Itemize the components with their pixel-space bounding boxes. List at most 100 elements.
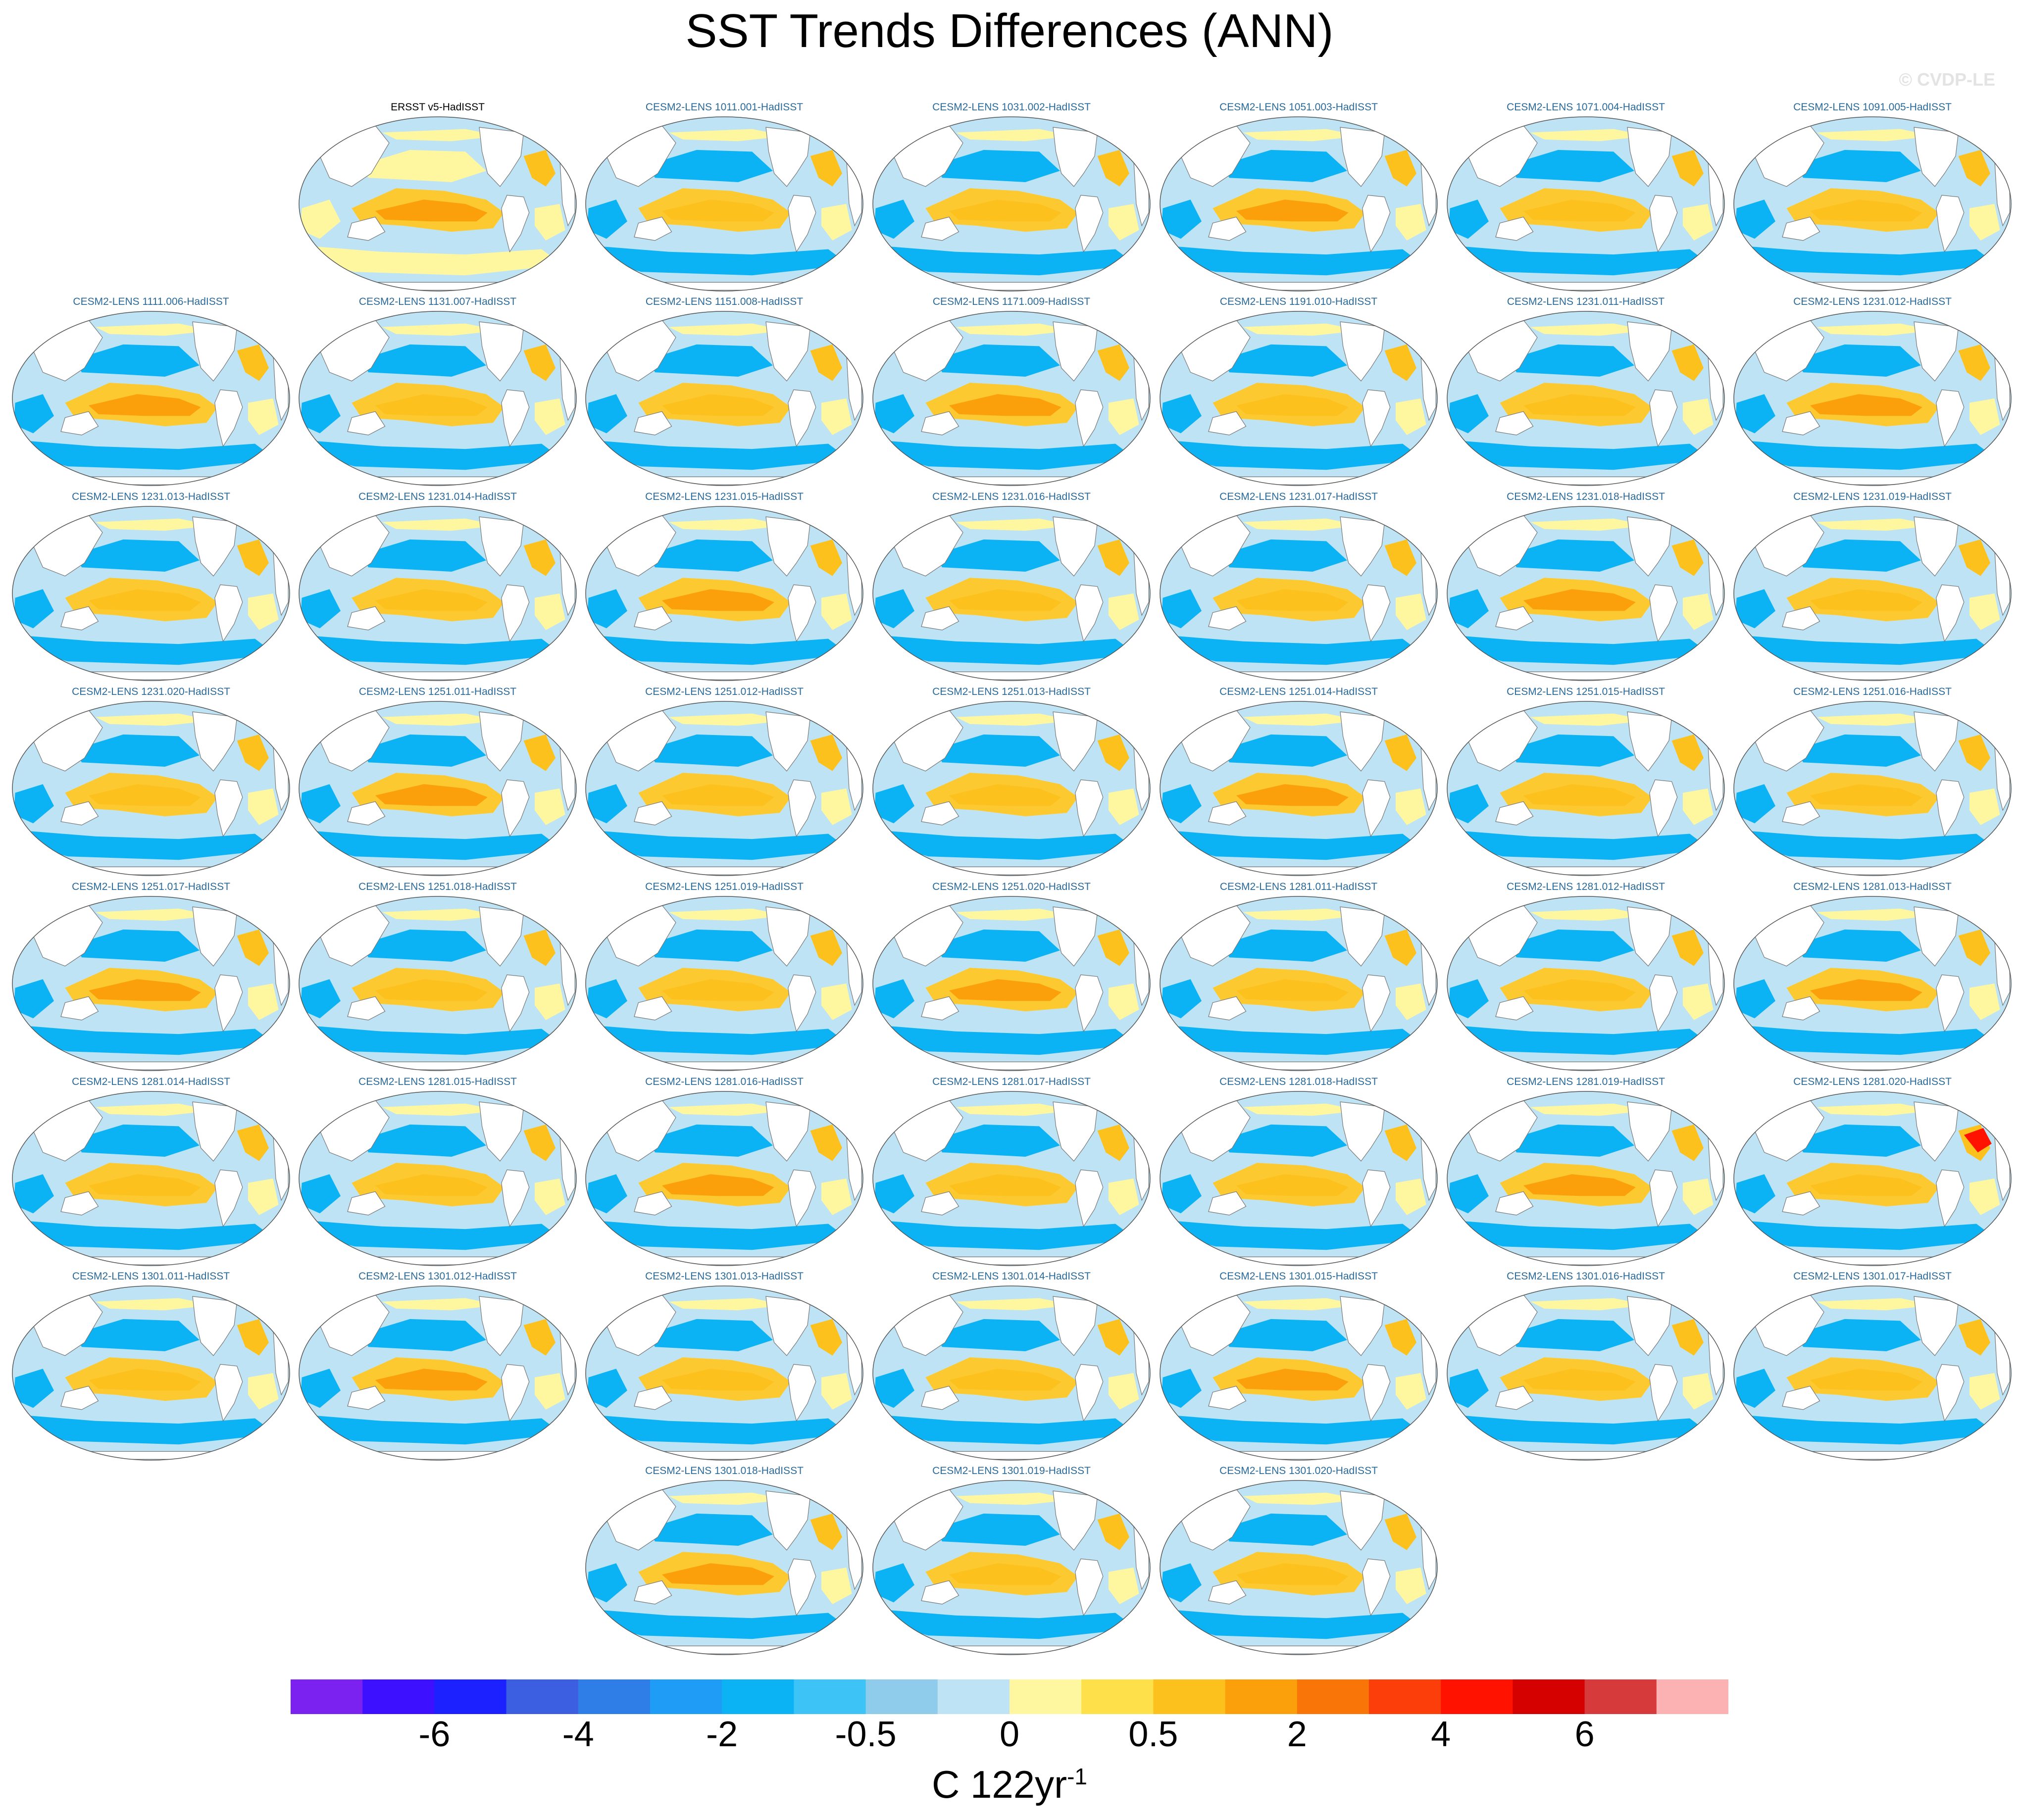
land-southAm: [214, 584, 243, 642]
panel-title: CESM2-LENS 1301.014-HadISST: [932, 1271, 1091, 1282]
land-australia: [921, 996, 959, 1021]
land-antarctica: [1215, 1256, 1382, 1265]
panel-title: CESM2-LENS 1251.016-HadISST: [1793, 686, 1952, 697]
sst-field: [1447, 1091, 1724, 1266]
land-northAm: [1053, 711, 1098, 772]
panel-title: CESM2-LENS 1231.015-HadISST: [645, 491, 804, 502]
map-border: [12, 1285, 290, 1461]
colorbar-swatch: [434, 1679, 507, 1714]
sst-field: [12, 506, 290, 681]
map-panel: CESM2-LENS 1071.004-HadISST: [1445, 101, 1727, 295]
land-antarctica: [354, 1061, 521, 1070]
panel-title: CESM2-LENS 1251.014-HadISST: [1219, 686, 1378, 697]
land-australia: [1495, 411, 1534, 436]
land-southAm: [1649, 195, 1678, 253]
land-australia: [347, 1385, 386, 1410]
robinson-map: [299, 116, 577, 292]
land-southAm: [1075, 584, 1104, 642]
panel-title: CESM2-LENS 1251.018-HadISST: [358, 881, 517, 892]
colorbar-tick-label: -4: [562, 1715, 594, 1754]
land-antarctica: [354, 1256, 521, 1265]
map-border: [1447, 506, 1725, 681]
land-southAm: [1362, 1558, 1391, 1617]
robinson-map: [12, 311, 290, 486]
land-australia: [1782, 216, 1820, 241]
map-panel: CESM2-LENS 1251.013-HadISST: [870, 686, 1153, 879]
panel-title: CESM2-LENS 1301.019-HadISST: [932, 1465, 1091, 1476]
map-panel: CESM2-LENS 1281.015-HadISST: [297, 1076, 579, 1269]
land-australia: [1208, 1385, 1247, 1410]
land-antarctica: [928, 1256, 1095, 1265]
map-panel: CESM2-LENS 1281.019-HadISST: [1445, 1076, 1727, 1269]
land-antarctica: [1215, 671, 1382, 680]
panel-title: CESM2-LENS 1281.016-HadISST: [645, 1076, 804, 1087]
sst-field: [1160, 896, 1437, 1071]
land-northAm: [1627, 906, 1672, 967]
land-antarctica: [641, 1645, 808, 1654]
robinson-map: [1160, 1480, 1438, 1655]
land-northAm: [1340, 321, 1385, 382]
panel-title: CESM2-LENS 1301.020-HadISST: [1219, 1465, 1378, 1476]
panel-title: CESM2-LENS 1231.013-HadISST: [72, 491, 230, 502]
land-northAm: [765, 516, 811, 577]
land-antarctica: [354, 1451, 521, 1460]
land-southAm: [1362, 195, 1391, 253]
colorbar-swatch: [1513, 1679, 1585, 1714]
panel-title: CESM2-LENS 1051.003-HadISST: [1219, 101, 1378, 113]
land-antarctica: [1215, 1061, 1382, 1070]
sst-field: [1447, 506, 1724, 681]
land-australia: [921, 411, 959, 436]
map-panel: CESM2-LENS 1231.018-HadISST: [1445, 491, 1727, 684]
colorbar-tick-label: -6: [418, 1715, 451, 1754]
sst-field: [1160, 117, 1437, 291]
panel-title: CESM2-LENS 1131.007-HadISST: [358, 296, 517, 307]
colorbar-tick-label: -2: [706, 1715, 738, 1754]
panel-title: CESM2-LENS 1281.020-HadISST: [1793, 1076, 1952, 1087]
sst-field: [1734, 1286, 2011, 1460]
land-southAm: [788, 584, 816, 642]
land-antarctica: [928, 866, 1095, 875]
colorbar-swatch: [937, 1679, 1010, 1714]
panel-title: CESM2-LENS 1281.011-HadISST: [1219, 881, 1378, 892]
robinson-map: [299, 1091, 577, 1266]
map-panel: CESM2-LENS 1231.020-HadISST: [10, 686, 292, 879]
sst-field: [873, 311, 1150, 486]
land-australia: [634, 1191, 672, 1216]
land-northAm: [192, 1101, 238, 1162]
map-panel: CESM2-LENS 1301.019-HadISST: [870, 1465, 1153, 1658]
land-southAm: [1649, 389, 1678, 447]
land-antarctica: [354, 866, 521, 875]
watermark: © CVDP-LE: [1899, 69, 1995, 90]
map-border: [585, 1480, 863, 1655]
land-southAm: [1936, 779, 1965, 837]
land-northAm: [765, 1296, 811, 1356]
land-southAm: [1936, 195, 1965, 253]
panel-title: CESM2-LENS 1251.012-HadISST: [645, 686, 804, 697]
robinson-map: [872, 701, 1151, 876]
map-panel: CESM2-LENS 1051.003-HadISST: [1158, 101, 1440, 295]
sst-field: [586, 701, 863, 876]
land-australia: [347, 411, 386, 436]
map-panel: CESM2-LENS 1031.002-HadISST: [870, 101, 1153, 295]
land-antarctica: [641, 671, 808, 680]
land-antarctica: [641, 476, 808, 485]
land-southAm: [788, 1169, 816, 1228]
robinson-map: [299, 506, 577, 681]
colorbar-swatch: [722, 1679, 794, 1714]
land-australia: [60, 1385, 99, 1410]
panel-title: CESM2-LENS 1251.019-HadISST: [645, 881, 804, 892]
panel-title: CESM2-LENS 1231.014-HadISST: [358, 491, 517, 502]
land-northAm: [1053, 1490, 1098, 1551]
panel-title: CESM2-LENS 1231.016-HadISST: [932, 491, 1091, 502]
map-border: [1447, 116, 1725, 292]
land-antarctica: [1502, 671, 1669, 680]
panel-title: CESM2-LENS 1281.013-HadISST: [1793, 881, 1952, 892]
robinson-map: [1447, 1285, 1725, 1461]
colorbar-swatch: [794, 1679, 866, 1714]
land-southAm: [788, 974, 816, 1033]
map-panel: CESM2-LENS 1281.014-HadISST: [10, 1076, 292, 1269]
land-northAm: [479, 906, 524, 967]
panel-title: CESM2-LENS 1191.010-HadISST: [1219, 296, 1378, 307]
sst-field: [12, 311, 290, 486]
land-southAm: [1936, 389, 1965, 447]
